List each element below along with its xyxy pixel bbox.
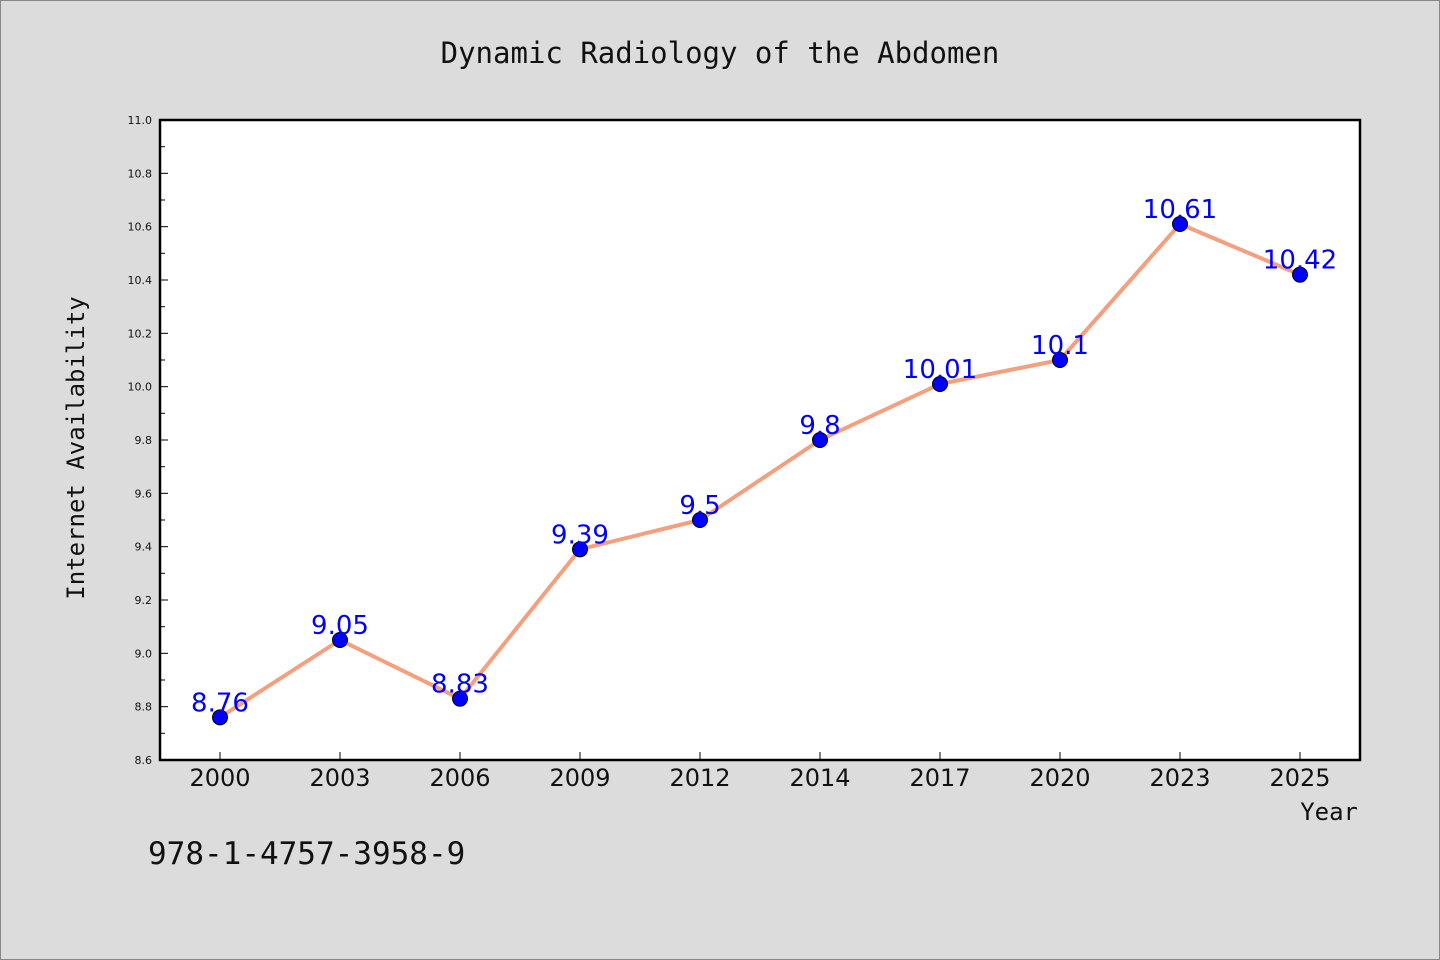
y-tick-label: 9.8 [135, 434, 153, 447]
x-tick-label: 2017 [909, 764, 970, 792]
data-label: 10.01 [903, 355, 977, 385]
data-point [692, 512, 708, 528]
x-tick-label: 2020 [1029, 764, 1090, 792]
y-tick-label: 8.6 [135, 754, 153, 767]
y-tick-label: 9.2 [135, 594, 153, 607]
chart-title: Dynamic Radiology of the Abdomen [441, 36, 1000, 70]
data-point [812, 432, 828, 448]
x-tick-label: 2006 [429, 764, 490, 792]
series-layer: 8.76 9.05 8.83 9.39 9.5 9.8 10.01 10.1 10.61 10.4… [191, 195, 1337, 726]
x-tick-label: 2025 [1269, 764, 1330, 792]
y-tick-label: 10.4 [128, 274, 153, 287]
series-line [218, 222, 1302, 720]
data-point [332, 632, 348, 648]
x-tick-label: 2014 [789, 764, 850, 792]
y-tick-label: 9.4 [135, 541, 153, 554]
y-tick-label: 10.8 [128, 167, 153, 180]
x-tick-label: 2009 [549, 764, 610, 792]
data-label: 10.61 [1143, 195, 1217, 225]
data-point [1292, 266, 1308, 283]
data-point [572, 541, 588, 558]
isbn-text: 978-1-4757-3958-9 [148, 836, 465, 872]
y-tick-label: 9.6 [135, 487, 153, 500]
x-axis-ticks: 2000 2003 2006 2009 2012 2014 2017 2020 2023 2025 [189, 752, 1331, 792]
y-axis-ticks: 8.6 8.8 9.0 9.2 9.4 9.6 9.8 10.0 10.2 10.4 10.6 10.… [128, 114, 168, 767]
y-tick-label: 11.0 [128, 114, 153, 127]
data-point [932, 376, 948, 392]
y-tick-label: 9.0 [135, 647, 153, 660]
data-label: 10.42 [1263, 246, 1337, 276]
y-tick-label: 8.8 [135, 701, 153, 714]
x-tick-label: 2003 [309, 764, 370, 792]
data-label: 9.5 [679, 491, 720, 521]
y-axis-label: Internet Availability [62, 296, 90, 599]
plot-area [160, 120, 1360, 760]
x-axis-label: Year [1300, 798, 1358, 826]
x-tick-label: 2000 [189, 764, 250, 792]
data-label: 9.8 [799, 411, 840, 441]
data-point [1172, 216, 1188, 232]
x-tick-label: 2023 [1149, 764, 1210, 792]
data-label: 9.39 [551, 520, 609, 550]
data-point [212, 709, 228, 726]
data-point [1052, 352, 1068, 368]
data-label: 8.83 [431, 670, 489, 700]
data-label: 10.1 [1031, 331, 1089, 361]
data-label: 9.05 [311, 611, 369, 641]
y-tick-label: 10.2 [128, 327, 153, 340]
data-label: 8.76 [191, 688, 249, 718]
y-tick-label: 10.6 [128, 221, 153, 234]
data-point [452, 690, 468, 707]
plot-frame [158, 118, 1362, 762]
x-tick-label: 2012 [669, 764, 730, 792]
y-tick-label: 10.0 [128, 381, 153, 394]
